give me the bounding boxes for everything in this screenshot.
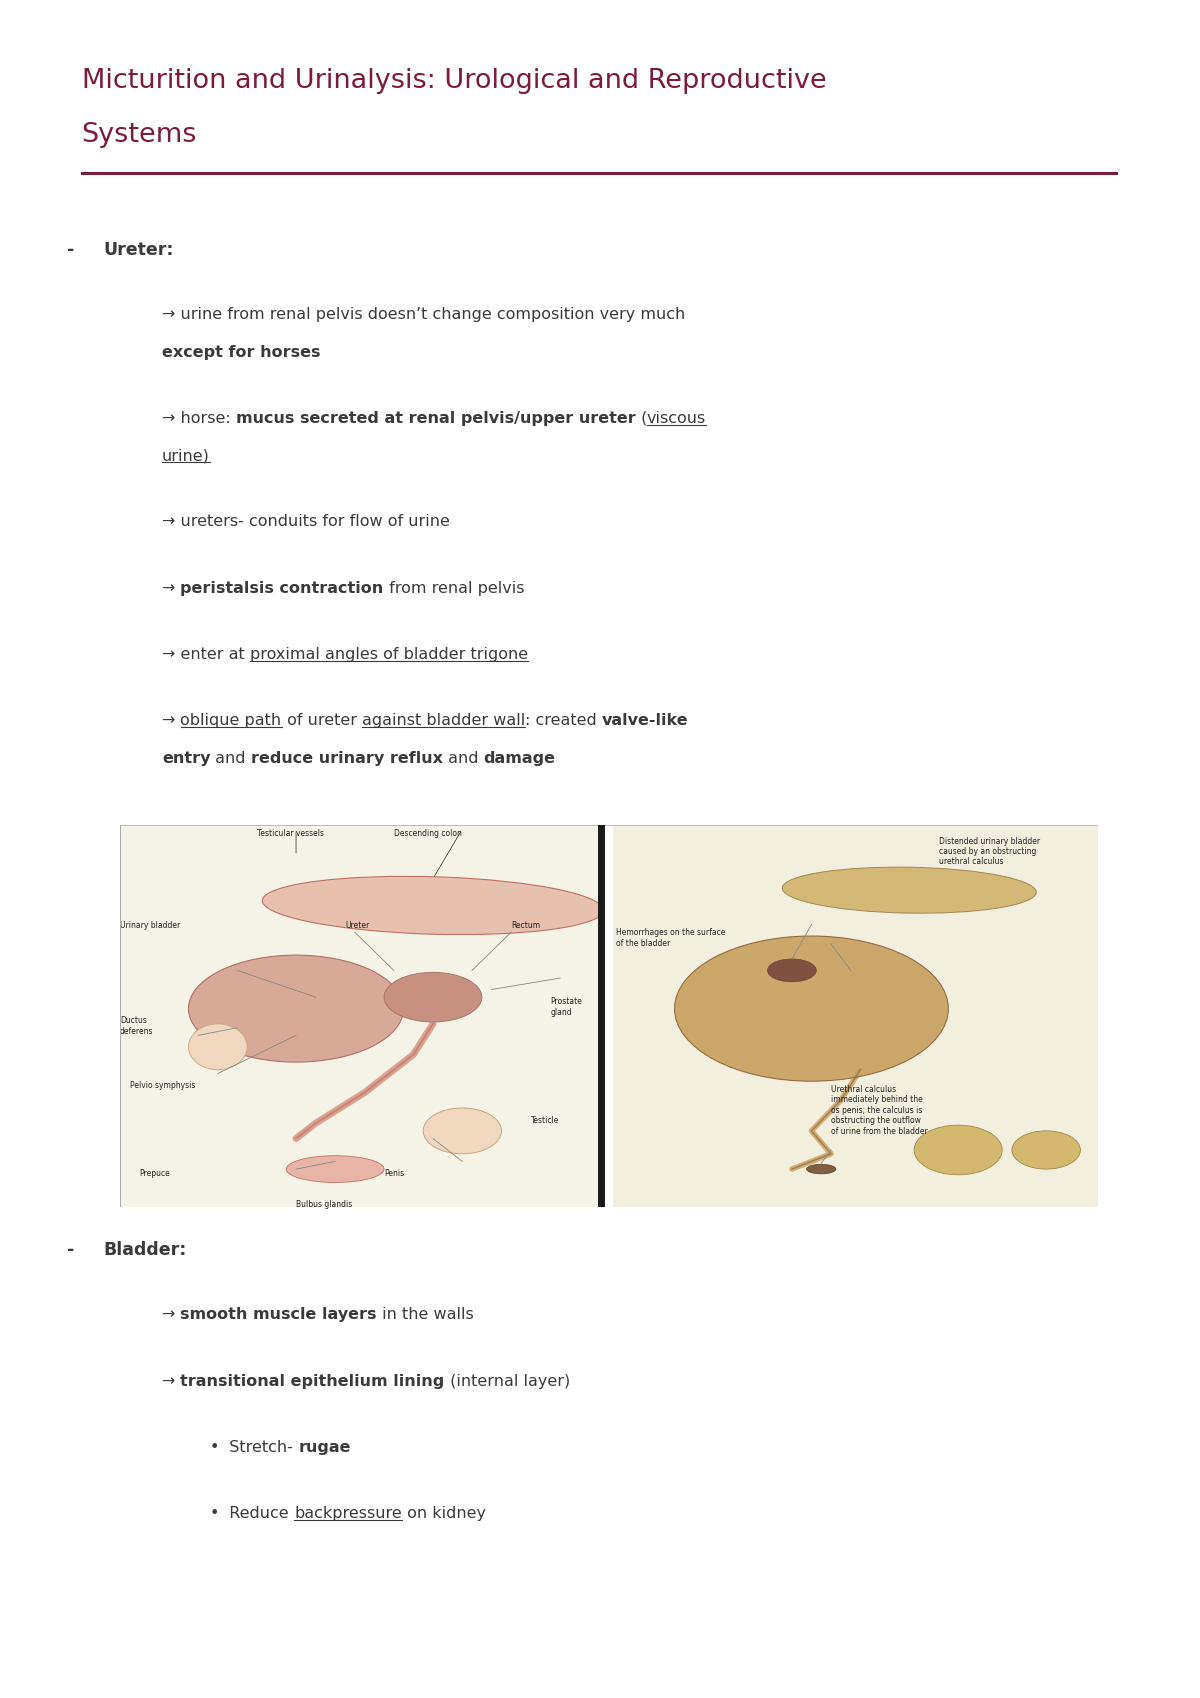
Text: urine): urine) [162, 448, 210, 464]
Text: proximal angles of bladder trigone: proximal angles of bladder trigone [250, 647, 528, 662]
Ellipse shape [263, 876, 604, 934]
Text: •: • [210, 1440, 220, 1455]
Text: Bulbus glandis: Bulbus glandis [296, 1200, 353, 1209]
Text: Testicular vessels: Testicular vessels [257, 829, 324, 839]
Text: Ductus
deferens: Ductus deferens [120, 1017, 154, 1036]
Text: Penis: Penis [384, 1170, 404, 1178]
Text: Pelvio symphysis: Pelvio symphysis [130, 1082, 196, 1090]
Text: Systems: Systems [82, 122, 197, 148]
Text: Rectum: Rectum [511, 920, 540, 931]
Text: → urine from renal pelvis doesn’t change composition very much: → urine from renal pelvis doesn’t change… [162, 307, 685, 323]
Text: →: → [162, 1374, 180, 1389]
Text: viscous: viscous [647, 411, 707, 426]
Ellipse shape [1012, 1131, 1080, 1170]
Text: Ureter:: Ureter: [103, 241, 174, 260]
Ellipse shape [424, 1109, 502, 1155]
Ellipse shape [188, 956, 403, 1063]
Text: on kidney: on kidney [402, 1506, 486, 1521]
Text: •: • [210, 1506, 220, 1521]
Text: Micturition and Urinalysis: Urological and Reproductive: Micturition and Urinalysis: Urological a… [82, 68, 827, 93]
Ellipse shape [914, 1126, 1002, 1175]
FancyBboxPatch shape [120, 825, 601, 1207]
Text: Ureter: Ureter [344, 920, 370, 931]
Text: : created: : created [526, 713, 602, 728]
Ellipse shape [782, 868, 1037, 914]
Text: from renal pelvis: from renal pelvis [384, 581, 524, 596]
Text: Reduce: Reduce [220, 1506, 294, 1521]
Ellipse shape [384, 973, 482, 1022]
Text: smooth muscle layers: smooth muscle layers [180, 1307, 377, 1323]
Ellipse shape [806, 1165, 836, 1173]
Text: Hemorrhages on the surface
of the bladder: Hemorrhages on the surface of the bladde… [616, 929, 725, 947]
Text: backpressure: backpressure [294, 1506, 402, 1521]
Text: Prostate
gland: Prostate gland [551, 997, 582, 1017]
Text: and: and [210, 751, 251, 766]
Text: -: - [67, 1241, 74, 1260]
Text: in the walls: in the walls [377, 1307, 474, 1323]
Text: (: ( [636, 411, 647, 426]
Text: → ureters- conduits for flow of urine: → ureters- conduits for flow of urine [162, 514, 450, 530]
Text: -: - [67, 241, 74, 260]
Ellipse shape [287, 1156, 384, 1182]
Text: Prepuce: Prepuce [139, 1170, 170, 1178]
Text: →: → [162, 713, 180, 728]
Text: Urinary bladder: Urinary bladder [120, 920, 180, 931]
Text: Testicle: Testicle [530, 1116, 559, 1124]
Text: reduce urinary reflux: reduce urinary reflux [251, 751, 443, 766]
Text: transitional epithelium lining: transitional epithelium lining [180, 1374, 445, 1389]
Text: Distended urinary bladder
caused by an obstructing
urethral calculus: Distended urinary bladder caused by an o… [938, 837, 1039, 866]
Text: damage: damage [484, 751, 556, 766]
Text: against bladder wall: against bladder wall [361, 713, 526, 728]
Text: Descending colon: Descending colon [394, 829, 462, 839]
Text: Stretch-: Stretch- [220, 1440, 299, 1455]
Text: mucus secreted at renal pelvis/upper ureter: mucus secreted at renal pelvis/upper ure… [236, 411, 636, 426]
Text: rugae: rugae [299, 1440, 350, 1455]
Text: → horse:: → horse: [162, 411, 236, 426]
Text: →: → [162, 1307, 180, 1323]
Text: Bladder:: Bladder: [103, 1241, 186, 1260]
Ellipse shape [188, 1024, 247, 1070]
Text: peristalsis contraction: peristalsis contraction [180, 581, 384, 596]
Text: valve-like: valve-like [602, 713, 689, 728]
Text: oblique path: oblique path [180, 713, 282, 728]
Text: and: and [443, 751, 484, 766]
Text: → enter at: → enter at [162, 647, 250, 662]
Text: except for horses: except for horses [162, 345, 320, 360]
Text: Urethral calculus
immediately behind the
os penis; the calculus is
obstructing t: Urethral calculus immediately behind the… [832, 1085, 928, 1136]
Ellipse shape [674, 936, 948, 1082]
Text: (internal layer): (internal layer) [445, 1374, 570, 1389]
Text: of ureter: of ureter [282, 713, 361, 728]
FancyBboxPatch shape [613, 825, 1098, 1207]
Ellipse shape [768, 959, 816, 981]
Text: entry: entry [162, 751, 210, 766]
Text: →: → [162, 581, 180, 596]
